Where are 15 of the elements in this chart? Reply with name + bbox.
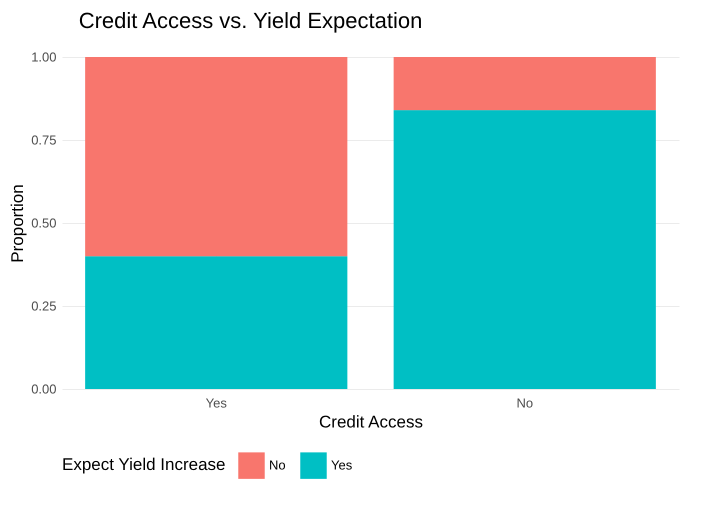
chart-title: Credit Access vs. Yield Expectation — [78, 8, 422, 33]
bar — [394, 110, 656, 389]
legend-label: No — [269, 458, 286, 473]
y-tick-label: 0.75 — [31, 132, 56, 148]
legend-label: Yes — [331, 458, 353, 473]
y-tick-label: 0.50 — [31, 216, 56, 230]
y-tick-label: 1.00 — [31, 50, 56, 64]
y-axis-title: Proportion — [8, 184, 28, 263]
legend-title: Expect Yield Increase — [62, 455, 226, 474]
bar — [85, 57, 348, 256]
y-tick-label: 0.00 — [31, 382, 56, 396]
x-axis-title: Credit Access — [319, 412, 423, 432]
y-tick-label: 0.25 — [31, 298, 56, 314]
bar — [85, 256, 348, 389]
bar — [394, 57, 656, 110]
